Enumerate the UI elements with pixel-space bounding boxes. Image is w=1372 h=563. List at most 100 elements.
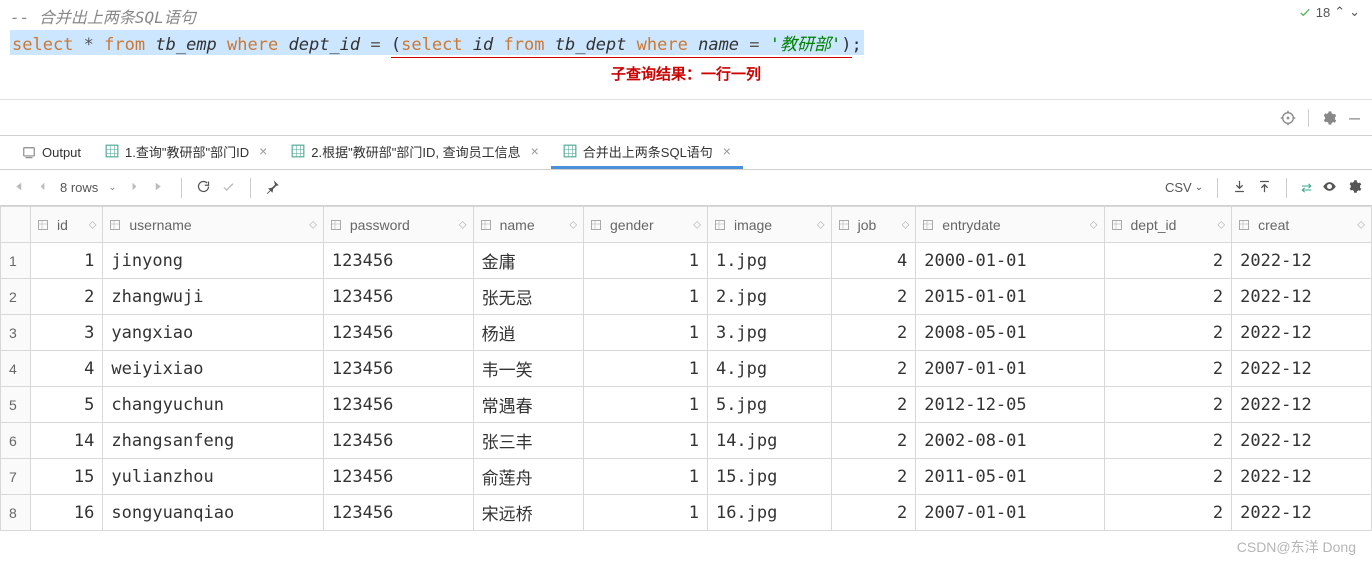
cell-gender[interactable]: 1 xyxy=(584,315,708,351)
cell-image[interactable]: 4.jpg xyxy=(707,351,831,387)
cell-entrydate[interactable]: 2011-05-01 xyxy=(916,459,1104,495)
chevron-up-icon[interactable]: ⌃ xyxy=(1334,4,1345,20)
cell-image[interactable]: 5.jpg xyxy=(707,387,831,423)
column-header-creat[interactable]: creat◇ xyxy=(1232,207,1372,243)
cell-username[interactable]: changyuchun xyxy=(103,387,324,423)
cell-creat[interactable]: 2022-12 xyxy=(1232,351,1372,387)
commit-button[interactable] xyxy=(221,179,236,197)
cell-gender[interactable]: 1 xyxy=(584,279,708,315)
cell-gender[interactable]: 1 xyxy=(584,387,708,423)
cell-job[interactable]: 2 xyxy=(831,459,916,495)
cell-creat[interactable]: 2022-12 xyxy=(1232,243,1372,279)
cell-image[interactable]: 2.jpg xyxy=(707,279,831,315)
upload-button[interactable] xyxy=(1257,179,1272,197)
cell-image[interactable]: 16.jpg xyxy=(707,495,831,531)
toolbar-minus[interactable]: — xyxy=(1349,108,1360,129)
cell-username[interactable]: yulianzhou xyxy=(103,459,324,495)
cell-creat[interactable]: 2022-12 xyxy=(1232,459,1372,495)
target-icon[interactable] xyxy=(1280,110,1296,126)
column-header-job[interactable]: job◇ xyxy=(831,207,916,243)
cell-image[interactable]: 3.jpg xyxy=(707,315,831,351)
column-header-image[interactable]: image◇ xyxy=(707,207,831,243)
cell-name[interactable]: 韦一笑 xyxy=(473,351,583,387)
cell-name[interactable]: 常遇春 xyxy=(473,387,583,423)
column-header-entrydate[interactable]: entrydate◇ xyxy=(916,207,1104,243)
cell-entrydate[interactable]: 2008-05-01 xyxy=(916,315,1104,351)
cell-entrydate[interactable]: 2007-01-01 xyxy=(916,351,1104,387)
cell-username[interactable]: songyuanqiao xyxy=(103,495,324,531)
table-row[interactable]: 22zhangwuji123456张无忌12.jpg22015-01-01220… xyxy=(1,279,1372,315)
cell-entrydate[interactable]: 2007-01-01 xyxy=(916,495,1104,531)
cell-gender[interactable]: 1 xyxy=(584,243,708,279)
cell-username[interactable]: zhangwuji xyxy=(103,279,324,315)
cell-creat[interactable]: 2022-12 xyxy=(1232,279,1372,315)
cell-id[interactable]: 5 xyxy=(31,387,103,423)
close-icon[interactable]: × xyxy=(259,143,267,159)
table-row[interactable]: 816songyuanqiao123456宋远桥116.jpg22007-01-… xyxy=(1,495,1372,531)
table-row[interactable]: 55changyuchun123456常遇春15.jpg22012-12-052… xyxy=(1,387,1372,423)
cell-dept_id[interactable]: 2 xyxy=(1104,279,1232,315)
column-header-password[interactable]: password◇ xyxy=(323,207,473,243)
table-row[interactable]: 614zhangsanfeng123456张三丰114.jpg22002-08-… xyxy=(1,423,1372,459)
cell-dept_id[interactable]: 2 xyxy=(1104,459,1232,495)
cell-entrydate[interactable]: 2000-01-01 xyxy=(916,243,1104,279)
cell-job[interactable]: 2 xyxy=(831,423,916,459)
download-button[interactable] xyxy=(1232,179,1247,197)
first-page-button[interactable] xyxy=(10,179,25,197)
cell-name[interactable]: 宋远桥 xyxy=(473,495,583,531)
cell-id[interactable]: 2 xyxy=(31,279,103,315)
cell-entrydate[interactable]: 2012-12-05 xyxy=(916,387,1104,423)
cell-job[interactable]: 2 xyxy=(831,315,916,351)
cell-job[interactable]: 2 xyxy=(831,387,916,423)
cell-gender[interactable]: 1 xyxy=(584,495,708,531)
cell-image[interactable]: 15.jpg xyxy=(707,459,831,495)
cell-gender[interactable]: 1 xyxy=(584,423,708,459)
cell-job[interactable]: 2 xyxy=(831,279,916,315)
cell-username[interactable]: zhangsanfeng xyxy=(103,423,324,459)
cell-id[interactable]: 16 xyxy=(31,495,103,531)
table-row[interactable]: 33yangxiao123456杨逍13.jpg22008-05-0122022… xyxy=(1,315,1372,351)
cell-name[interactable]: 杨逍 xyxy=(473,315,583,351)
sql-editor[interactable]: -- 合并出上两条SQL语句 select * from tb_emp wher… xyxy=(0,0,1372,100)
cell-creat[interactable]: 2022-12 xyxy=(1232,495,1372,531)
cell-image[interactable]: 14.jpg xyxy=(707,423,831,459)
close-icon[interactable]: × xyxy=(723,143,731,159)
cell-creat[interactable]: 2022-12 xyxy=(1232,315,1372,351)
cell-creat[interactable]: 2022-12 xyxy=(1232,423,1372,459)
column-header-name[interactable]: name◇ xyxy=(473,207,583,243)
cell-password[interactable]: 123456 xyxy=(323,243,473,279)
row-count-label[interactable]: 8 rows xyxy=(60,180,98,195)
tab-query3[interactable]: 合并出上两条SQL语句 × xyxy=(551,136,743,169)
cell-username[interactable]: jinyong xyxy=(103,243,324,279)
cell-job[interactable]: 2 xyxy=(831,495,916,531)
table-row[interactable]: 44weiyixiao123456韦一笑14.jpg22007-01-01220… xyxy=(1,351,1372,387)
compare-button[interactable]: ⇄ xyxy=(1301,180,1312,196)
prev-page-button[interactable] xyxy=(35,179,50,197)
refresh-button[interactable] xyxy=(196,179,211,197)
cell-dept_id[interactable]: 2 xyxy=(1104,351,1232,387)
settings-button[interactable] xyxy=(1347,179,1362,197)
pin-button[interactable] xyxy=(265,179,280,197)
tab-output[interactable]: Output xyxy=(10,136,93,169)
cell-username[interactable]: yangxiao xyxy=(103,315,324,351)
table-row[interactable]: 715yulianzhou123456俞莲舟115.jpg22011-05-01… xyxy=(1,459,1372,495)
cell-name[interactable]: 金庸 xyxy=(473,243,583,279)
gear-icon[interactable] xyxy=(1321,110,1337,126)
next-page-button[interactable] xyxy=(127,179,142,197)
cell-id[interactable]: 3 xyxy=(31,315,103,351)
tab-query1[interactable]: 1.查询"教研部"部门ID × xyxy=(93,136,279,169)
close-icon[interactable]: × xyxy=(531,143,539,159)
cell-dept_id[interactable]: 2 xyxy=(1104,315,1232,351)
tab-query2[interactable]: 2.根据"教研部"部门ID, 查询员工信息 × xyxy=(279,136,550,169)
cell-password[interactable]: 123456 xyxy=(323,387,473,423)
cell-password[interactable]: 123456 xyxy=(323,351,473,387)
cell-image[interactable]: 1.jpg xyxy=(707,243,831,279)
cell-dept_id[interactable]: 2 xyxy=(1104,495,1232,531)
table-row[interactable]: 11jinyong123456金庸11.jpg42000-01-0122022-… xyxy=(1,243,1372,279)
export-format-select[interactable]: CSV ⌄ xyxy=(1165,180,1203,195)
cell-dept_id[interactable]: 2 xyxy=(1104,243,1232,279)
dropdown-icon[interactable]: ⌄ xyxy=(108,182,116,193)
column-header-gender[interactable]: gender◇ xyxy=(584,207,708,243)
cell-dept_id[interactable]: 2 xyxy=(1104,387,1232,423)
eye-button[interactable] xyxy=(1322,179,1337,197)
